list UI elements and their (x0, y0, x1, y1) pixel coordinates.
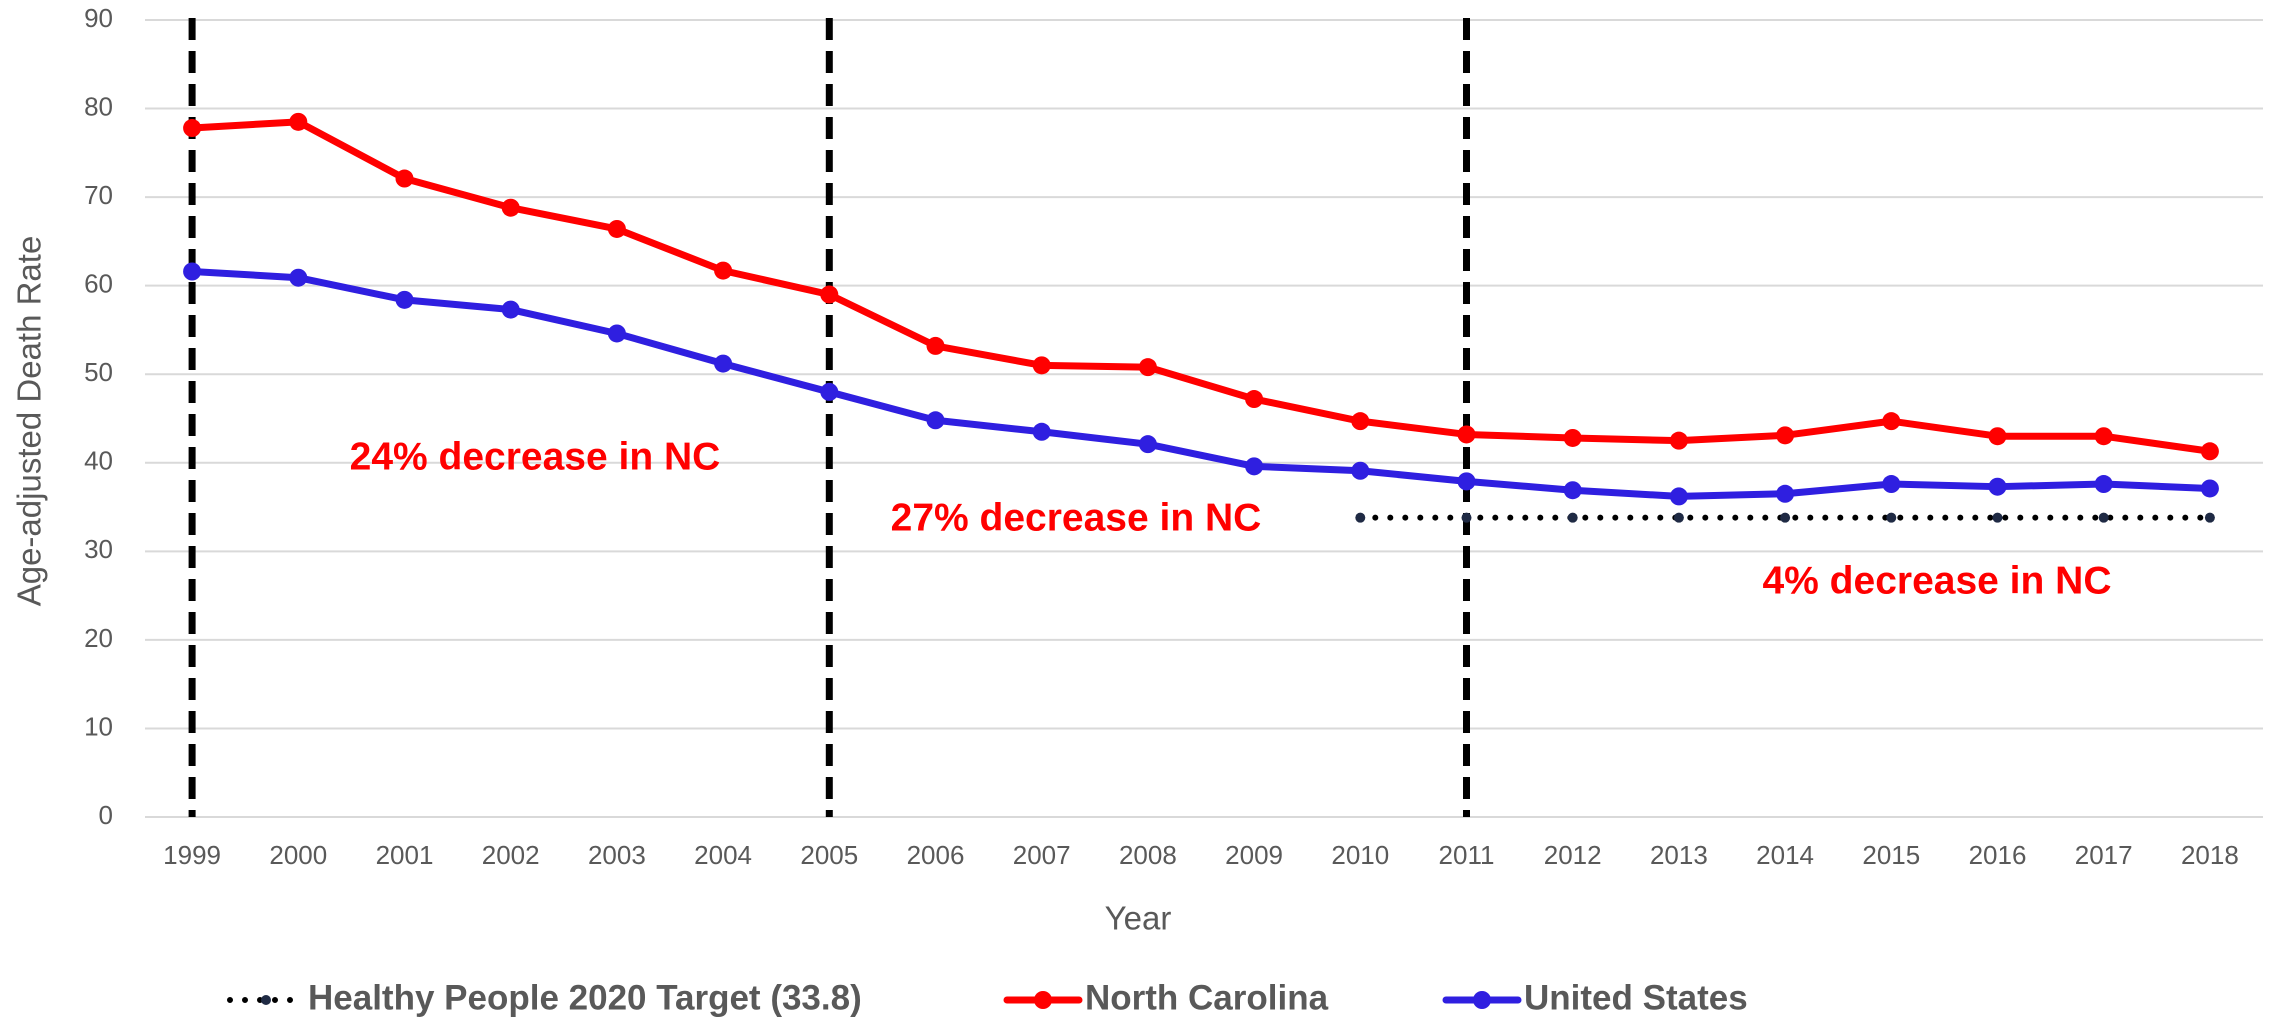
data-point (289, 268, 308, 287)
data-point (1138, 358, 1157, 377)
legend-marker (1034, 991, 1052, 1009)
x-tick-label: 2012 (1544, 840, 1602, 870)
data-point (395, 290, 414, 309)
annotation: 4% decrease in NC (1762, 559, 2111, 602)
data-point (395, 169, 414, 188)
data-point (2200, 442, 2219, 461)
data-point (2200, 479, 2219, 498)
data-point (1457, 425, 1476, 444)
data-point (1351, 412, 1370, 431)
data-point (714, 261, 733, 280)
x-tick-label: 2005 (800, 840, 858, 870)
data-point (1138, 435, 1157, 454)
data-point (1776, 484, 1795, 503)
x-tick-label: 2015 (1862, 840, 1920, 870)
data-point (1563, 428, 1582, 447)
y-tick-label: 60 (84, 269, 113, 299)
x-tick-label: 2000 (269, 840, 327, 870)
series-line (188, 267, 2214, 500)
data-point (1992, 512, 2003, 523)
data-point (607, 324, 626, 343)
data-point (1245, 390, 1264, 409)
data-point (1567, 512, 1578, 523)
legend-label: United States (1524, 978, 1748, 1017)
y-tick-label: 50 (84, 357, 113, 387)
x-tick-label: 2001 (376, 840, 434, 870)
x-tick-label: 2010 (1331, 840, 1389, 870)
data-point (289, 112, 308, 131)
x-tick-label: 2016 (1969, 840, 2027, 870)
data-point (1457, 472, 1476, 491)
data-point (183, 262, 202, 281)
data-point (1669, 431, 1688, 450)
x-tick-label: 2006 (907, 840, 965, 870)
data-point (1032, 356, 1051, 375)
y-tick-label: 70 (84, 180, 113, 210)
data-point (820, 382, 839, 401)
data-point (1355, 512, 1366, 523)
legend-marker (1473, 991, 1491, 1009)
series-line (188, 118, 2214, 455)
data-point (2094, 427, 2113, 446)
data-point (501, 300, 520, 319)
data-point (1780, 512, 1791, 523)
data-point (926, 411, 945, 430)
x-tick-label: 2017 (2075, 840, 2133, 870)
y-tick-label: 30 (84, 534, 113, 564)
y-tick-label: 20 (84, 623, 113, 653)
y-tick-label: 80 (84, 91, 113, 121)
y-tick-label: 90 (84, 3, 113, 33)
data-point (1886, 512, 1897, 523)
x-tick-label: 2011 (1439, 840, 1495, 870)
x-tick-label: 2004 (694, 840, 752, 870)
y-tick-label: 10 (84, 711, 113, 741)
data-point (1351, 461, 1370, 480)
data-point (714, 354, 733, 373)
data-point (1776, 426, 1795, 445)
data-point (607, 219, 626, 238)
data-point (2098, 512, 2109, 523)
x-tick-label: 2013 (1650, 840, 1708, 870)
data-point (926, 336, 945, 355)
data-point (1988, 477, 2007, 496)
data-point (1673, 512, 1684, 523)
annotation: 27% decrease in NC (891, 496, 1262, 539)
y-axis-title: Age-adjusted Death Rate (11, 236, 48, 607)
x-tick-label: 2014 (1756, 840, 1814, 870)
data-point (1245, 457, 1264, 476)
x-tick-label: 2002 (482, 840, 540, 870)
y-tick-label: 40 (84, 446, 113, 476)
data-point (1032, 422, 1051, 441)
x-tick-label: 2008 (1119, 840, 1177, 870)
x-tick-label: 2003 (588, 840, 646, 870)
data-point (2094, 475, 2113, 494)
data-point (1461, 512, 1472, 523)
data-point (1882, 475, 1901, 494)
y-tick-label: 0 (99, 800, 113, 830)
x-tick-label: 2018 (2181, 840, 2239, 870)
data-point (2204, 512, 2215, 523)
data-point (183, 119, 202, 138)
legend-label: Healthy People 2020 Target (33.8) (308, 978, 862, 1017)
data-point (1882, 412, 1901, 431)
data-point (820, 285, 839, 304)
legend-label: North Carolina (1085, 978, 1329, 1017)
x-tick-label: 2009 (1225, 840, 1283, 870)
x-tick-label: 2007 (1013, 840, 1071, 870)
data-point (501, 198, 520, 217)
x-tick-label: 1999 (163, 840, 221, 870)
x-axis-title: Year (1105, 900, 1172, 937)
data-point (1988, 427, 2007, 446)
data-point (1563, 481, 1582, 500)
data-point (1669, 487, 1688, 506)
legend-marker (261, 995, 271, 1005)
annotation: 24% decrease in NC (350, 435, 721, 478)
